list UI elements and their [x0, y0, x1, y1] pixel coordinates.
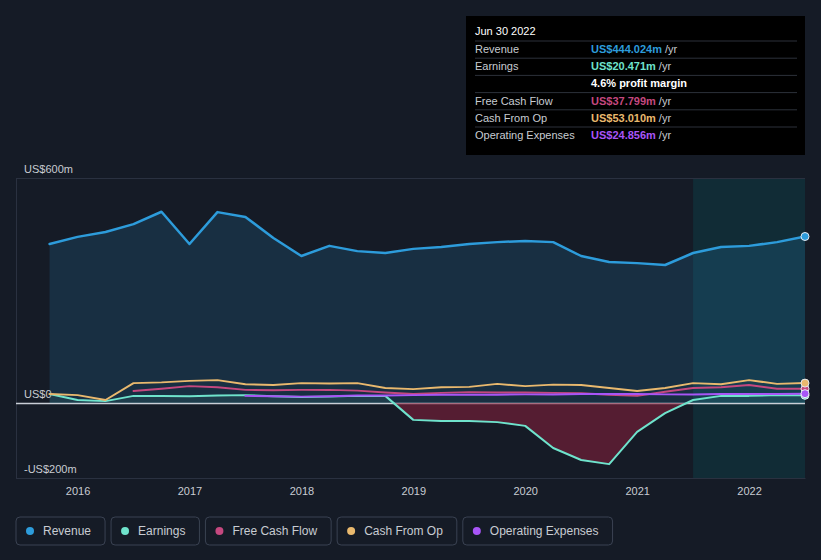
- y-tick-label: US$600m: [24, 163, 73, 175]
- legend-box[interactable]: [16, 517, 105, 545]
- tooltip-row: 4.6% profit margin: [591, 77, 687, 89]
- legend-swatch: [121, 527, 129, 535]
- area-negative: [50, 403, 805, 464]
- legend-swatch: [347, 527, 355, 535]
- x-tick-label: 2019: [402, 485, 426, 497]
- legend-box[interactable]: [463, 517, 613, 545]
- y-tick: US$600m: [16, 163, 805, 179]
- tooltip-separator: [475, 127, 797, 128]
- y-axis: -US$200m US$0 US$600m: [16, 163, 805, 479]
- tooltip-unit: /yr: [659, 112, 672, 124]
- tooltip-label: Earnings: [475, 60, 519, 72]
- y-tick: -US$200m: [16, 463, 805, 479]
- x-tick: 2017: [178, 478, 202, 497]
- legend-item[interactable]: Cash From Op: [337, 517, 457, 545]
- tooltip-separator: [475, 109, 797, 110]
- tooltip-value: US$53.010m: [591, 112, 656, 124]
- tooltip: Jun 30 2022 Revenue US$444.024m/yr Earnings…: [466, 16, 805, 155]
- tooltip-value: US$444.024m: [591, 43, 662, 55]
- area-positive: [50, 394, 805, 403]
- series-area: [50, 403, 805, 464]
- x-tick-label: 2022: [737, 485, 761, 497]
- tooltip-separator: [475, 41, 797, 42]
- legend-label: Free Cash Flow: [232, 524, 317, 538]
- legend-label: Operating Expenses: [490, 524, 599, 538]
- tooltip-separator: [475, 92, 797, 93]
- tooltip-unit: /yr: [659, 60, 672, 72]
- tooltip-date: Jun 30 2022: [475, 25, 536, 37]
- background: [0, 0, 821, 560]
- x-axis-line: [17, 478, 806, 479]
- legend: Revenue Earnings Free Cash Flow Cash From O…: [16, 517, 613, 545]
- tooltip-separator: [475, 75, 797, 76]
- x-tick-label: 2018: [290, 485, 314, 497]
- tooltip-unit: /yr: [659, 95, 672, 107]
- x-axis: 2016 2017 2018 2019 2020 2021 2022: [17, 478, 806, 497]
- y-grid-line: [16, 478, 805, 479]
- series-line: [50, 394, 805, 464]
- x-tick: 2022: [737, 478, 761, 497]
- tooltip-value: US$24.856m: [591, 129, 656, 141]
- y-tick-label: -US$200m: [24, 463, 77, 475]
- area-positive: [50, 212, 805, 403]
- x-tick-label: 2016: [66, 485, 90, 497]
- tooltip-unit: /yr: [665, 43, 678, 55]
- legend-label: Revenue: [43, 524, 91, 538]
- chart-svg: -US$200mUS$0US$600m201620172018201920202…: [0, 0, 821, 560]
- tooltip-label: Revenue: [475, 43, 519, 55]
- legend-item[interactable]: Earnings: [111, 517, 199, 545]
- x-tick: 2019: [402, 478, 426, 497]
- end-marker: [801, 232, 809, 240]
- tooltip-label: Operating Expenses: [475, 129, 575, 141]
- legend-swatch: [473, 527, 481, 535]
- plot: -US$200mUS$0US$600m201620172018201920202…: [16, 163, 809, 497]
- y-tick-label: US$0: [24, 388, 52, 400]
- tooltip-unit: /yr: [659, 129, 672, 141]
- tooltip-label: Free Cash Flow: [475, 95, 553, 107]
- series-line: [50, 212, 805, 265]
- tooltip-row: US$37.799m/yr: [591, 95, 671, 107]
- legend-item[interactable]: Revenue: [16, 517, 105, 545]
- legend-box[interactable]: [111, 517, 199, 545]
- series-area: [50, 212, 805, 403]
- legend-item[interactable]: Operating Expenses: [463, 517, 613, 545]
- tooltip-separator: [475, 58, 797, 59]
- tooltip-value: US$20.471m: [591, 60, 656, 72]
- legend-swatch: [26, 527, 34, 535]
- y-axis-line: [16, 179, 17, 479]
- tooltip-value: 4.6% profit margin: [591, 77, 687, 89]
- series-area: [50, 394, 805, 403]
- marks: [50, 212, 809, 464]
- x-tick: 2020: [513, 478, 537, 497]
- series-line: [245, 394, 805, 397]
- tooltip-row: US$53.010m/yr: [591, 112, 671, 124]
- x-tick: 2018: [290, 478, 314, 497]
- legend-swatch: [215, 527, 223, 535]
- x-tick-label: 2017: [178, 485, 202, 497]
- x-tick: 2016: [66, 478, 90, 497]
- x-tick-label: 2021: [625, 485, 649, 497]
- x-tick-label: 2020: [513, 485, 537, 497]
- tooltip-row: US$20.471m/yr: [591, 60, 671, 72]
- tooltip-row: US$24.856m/yr: [591, 129, 671, 141]
- series-line: [50, 380, 805, 400]
- legend-box[interactable]: [205, 517, 331, 545]
- tooltip-row: US$444.024m/yr: [591, 43, 678, 55]
- end-marker: [801, 379, 809, 387]
- tooltip-label: Cash From Op: [475, 112, 547, 124]
- legend-item[interactable]: Free Cash Flow: [205, 517, 331, 545]
- legend-label: Cash From Op: [364, 524, 443, 538]
- y-grid-line: [16, 178, 805, 179]
- chart-root: -US$200mUS$0US$600m201620172018201920202…: [0, 0, 821, 560]
- x-tick: 2021: [625, 478, 649, 497]
- tooltip-value: US$37.799m: [591, 95, 656, 107]
- legend-label: Earnings: [138, 524, 185, 538]
- tooltip-box: [466, 16, 805, 155]
- end-marker: [801, 390, 809, 398]
- legend-box[interactable]: [337, 517, 457, 545]
